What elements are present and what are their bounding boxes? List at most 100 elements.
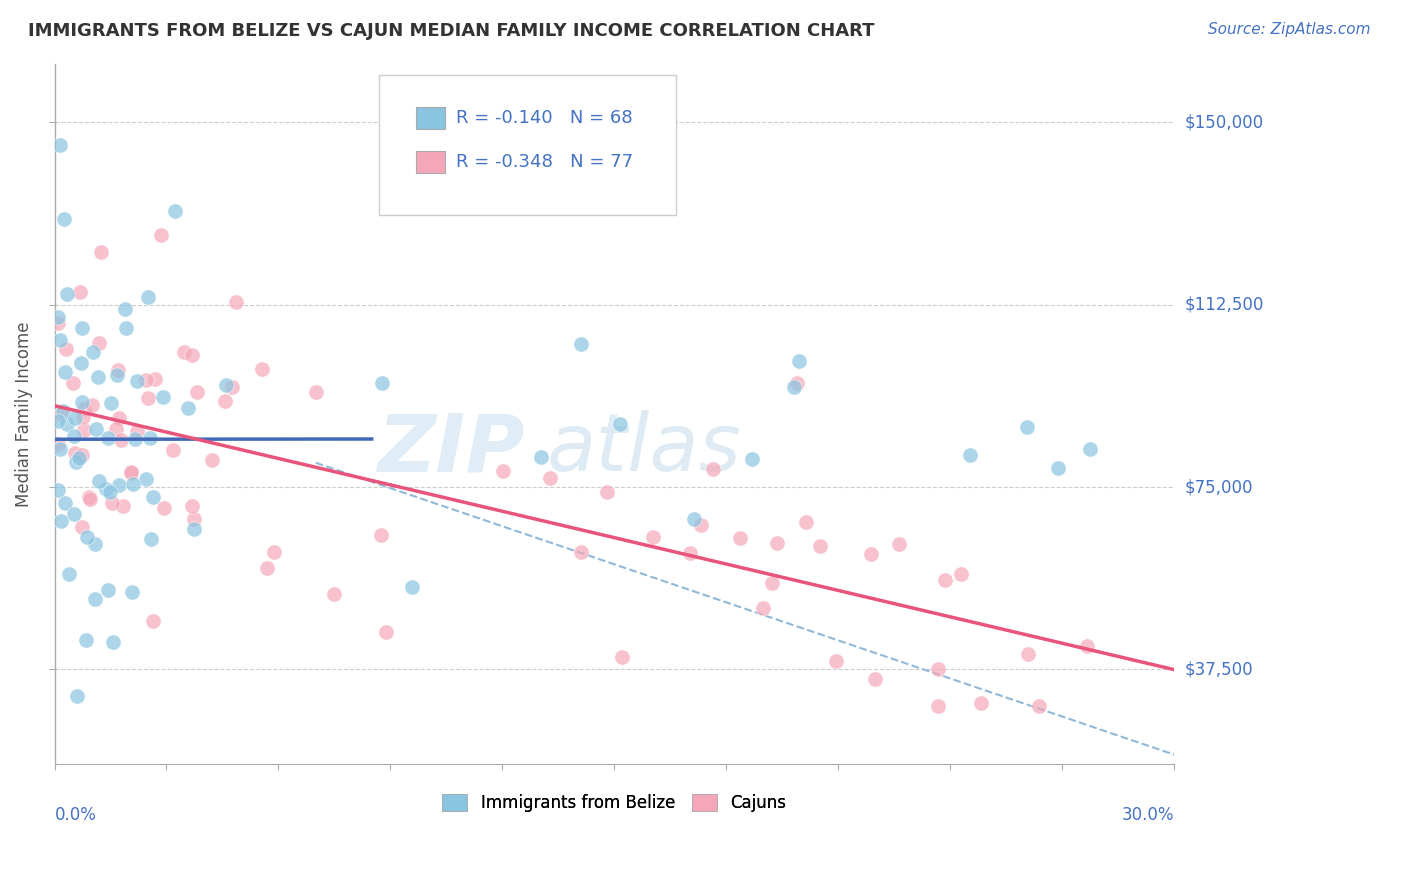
Point: [859, 547, 882, 561]
Point: [702, 461, 724, 475]
Point: [1015, 420, 1038, 434]
Point: [786, 376, 808, 390]
Point: [959, 448, 981, 462]
Point: [124, 432, 146, 446]
Point: [49, 333, 72, 347]
Point: [142, 490, 165, 504]
Point: [370, 528, 392, 542]
Point: [180, 348, 202, 362]
Point: [87, 475, 110, 489]
Point: [46, 316, 69, 330]
Point: [887, 537, 910, 551]
Point: [1076, 639, 1098, 653]
Point: [52, 211, 75, 226]
Point: [105, 368, 128, 382]
Point: [52, 403, 75, 417]
Point: [139, 533, 162, 547]
Point: [62, 376, 84, 390]
Point: [63, 507, 86, 521]
Point: [682, 511, 704, 525]
Point: [1078, 442, 1101, 456]
Point: [100, 395, 122, 409]
Point: [728, 531, 751, 545]
Point: [181, 499, 204, 513]
Point: [808, 539, 831, 553]
Text: 0.0%: 0.0%: [55, 806, 97, 824]
Text: Source: ZipAtlas.com: Source: ZipAtlas.com: [1208, 22, 1371, 37]
Point: [46, 436, 69, 450]
Legend: Immigrants from Belize, Cajuns: Immigrants from Belize, Cajuns: [436, 788, 793, 819]
Point: [679, 545, 702, 559]
Point: [796, 515, 818, 529]
Point: [69, 355, 91, 369]
Point: [250, 362, 273, 376]
Point: [609, 417, 631, 432]
Point: [87, 369, 110, 384]
Point: [114, 301, 136, 316]
Point: [63, 410, 86, 425]
Point: [950, 566, 973, 581]
Point: [65, 455, 87, 469]
Point: [374, 624, 396, 639]
Text: $150,000: $150,000: [1185, 113, 1264, 131]
Point: [72, 395, 94, 409]
Point: [305, 384, 328, 399]
Text: R = -0.140   N = 68: R = -0.140 N = 68: [457, 109, 633, 127]
Text: $75,000: $75,000: [1185, 478, 1254, 496]
Text: ZIP: ZIP: [377, 410, 524, 488]
Point: [65, 689, 87, 703]
Point: [73, 402, 96, 417]
Point: [101, 496, 124, 510]
Point: [82, 345, 104, 359]
Point: [153, 501, 176, 516]
Point: [75, 633, 97, 648]
Point: [46, 414, 69, 428]
Point: [401, 580, 423, 594]
Y-axis label: Median Family Income: Median Family Income: [15, 321, 32, 507]
Point: [135, 472, 157, 486]
Point: [121, 585, 143, 599]
Point: [108, 477, 131, 491]
Point: [67, 450, 90, 465]
Point: [825, 654, 848, 668]
Point: [741, 452, 763, 467]
Point: [927, 662, 949, 676]
Point: [51, 514, 73, 528]
Point: [569, 337, 592, 351]
Point: [110, 433, 132, 447]
Point: [87, 336, 110, 351]
Point: [136, 391, 159, 405]
Point: [77, 490, 100, 504]
Point: [84, 422, 107, 436]
Point: [165, 203, 187, 218]
Point: [135, 373, 157, 387]
Point: [139, 431, 162, 445]
Point: [152, 390, 174, 404]
Point: [80, 398, 103, 412]
Point: [1046, 461, 1069, 475]
Point: [751, 600, 773, 615]
Point: [149, 227, 172, 242]
Point: [690, 517, 713, 532]
Point: [90, 244, 112, 259]
Point: [927, 698, 949, 713]
Point: [97, 431, 120, 445]
Point: [225, 295, 247, 310]
Point: [58, 566, 80, 581]
Point: [46, 483, 69, 498]
FancyBboxPatch shape: [416, 152, 446, 173]
Point: [120, 465, 142, 479]
FancyBboxPatch shape: [416, 107, 446, 128]
Point: [79, 491, 101, 506]
Point: [371, 376, 394, 390]
Text: IMMIGRANTS FROM BELIZE VS CAJUN MEDIAN FAMILY INCOME CORRELATION CHART: IMMIGRANTS FROM BELIZE VS CAJUN MEDIAN F…: [28, 22, 875, 40]
Point: [215, 377, 238, 392]
Point: [201, 453, 224, 467]
Point: [70, 519, 93, 533]
Point: [46, 310, 69, 325]
Point: [641, 530, 664, 544]
Point: [530, 450, 553, 464]
Point: [53, 496, 76, 510]
Text: R = -0.348   N = 77: R = -0.348 N = 77: [457, 153, 634, 171]
FancyBboxPatch shape: [380, 75, 676, 215]
